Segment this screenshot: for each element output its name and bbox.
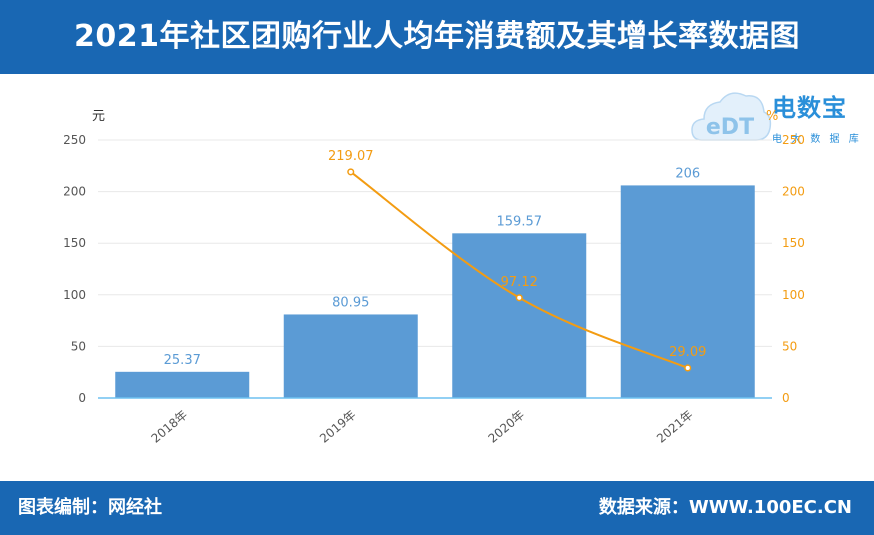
left-axis-unit: 元 xyxy=(92,109,105,124)
bar-data-label: 80.95 xyxy=(332,295,369,310)
right-axis-tick-label: 150 xyxy=(782,236,805,250)
bar xyxy=(452,233,587,398)
right-axis-tick-label: 100 xyxy=(782,288,805,302)
line-point xyxy=(684,364,692,372)
chart-title: 2021年社区团购行业人均年消费额及其增长率数据图 xyxy=(74,19,800,54)
logo-mark: eDT xyxy=(706,115,754,140)
line-data-label: 29.09 xyxy=(669,345,706,360)
x-axis-tick-label: 2018年 xyxy=(149,408,191,446)
bar xyxy=(620,185,755,398)
cloud-logo-icon: eDT xyxy=(691,92,772,141)
logo-subtitle: 电 大 数 据 库 xyxy=(772,134,862,145)
right-axis-unit: % xyxy=(766,109,778,124)
left-axis-tick-label: 100 xyxy=(63,288,86,302)
left-axis-tick-label: 200 xyxy=(63,185,86,199)
line-point xyxy=(347,168,355,176)
bar-data-label: 25.37 xyxy=(164,353,201,368)
line-point xyxy=(515,294,523,302)
bar-data-label: 159.57 xyxy=(497,214,543,229)
logo: eDT 电数宝 电 大 数 据 库 xyxy=(690,84,870,154)
right-axis-tick-label: 50 xyxy=(782,339,797,353)
right-axis-tick-label: 200 xyxy=(782,185,805,199)
line-data-label: 219.07 xyxy=(328,149,374,164)
line-data-label: 97.12 xyxy=(501,275,538,290)
left-axis-tick-label: 0 xyxy=(78,391,86,405)
combo-chart: 0 50 100 150 200 250 0 50 100 150 200 250 元 % 25.37 80.… xyxy=(63,109,805,446)
right-axis-tick-label: 0 xyxy=(782,391,790,405)
left-axis-tick-label: 50 xyxy=(71,339,86,353)
right-axis-tick-label: 250 xyxy=(782,133,805,147)
x-axis-tick-label: 2019年 xyxy=(317,408,359,446)
footer-credit: 图表编制：网经社 xyxy=(18,497,162,518)
x-axis-tick-label: 2020年 xyxy=(486,408,528,446)
left-axis-tick-label: 150 xyxy=(63,236,86,250)
footer-source: 数据来源：WWW.100EC.CN xyxy=(598,497,852,518)
header-bar: 2021年社区团购行业人均年消费额及其增长率数据图 xyxy=(0,0,874,74)
logo-brand-text: 电数宝 xyxy=(772,94,847,122)
x-axis-tick-label: 2021年 xyxy=(654,408,696,446)
left-axis-tick-label: 250 xyxy=(63,133,86,147)
footer-bar: 图表编制：网经社 数据来源：WWW.100EC.CN xyxy=(0,481,874,535)
bar xyxy=(283,314,418,398)
bar xyxy=(115,371,250,398)
bar-data-label: 206 xyxy=(675,166,700,181)
